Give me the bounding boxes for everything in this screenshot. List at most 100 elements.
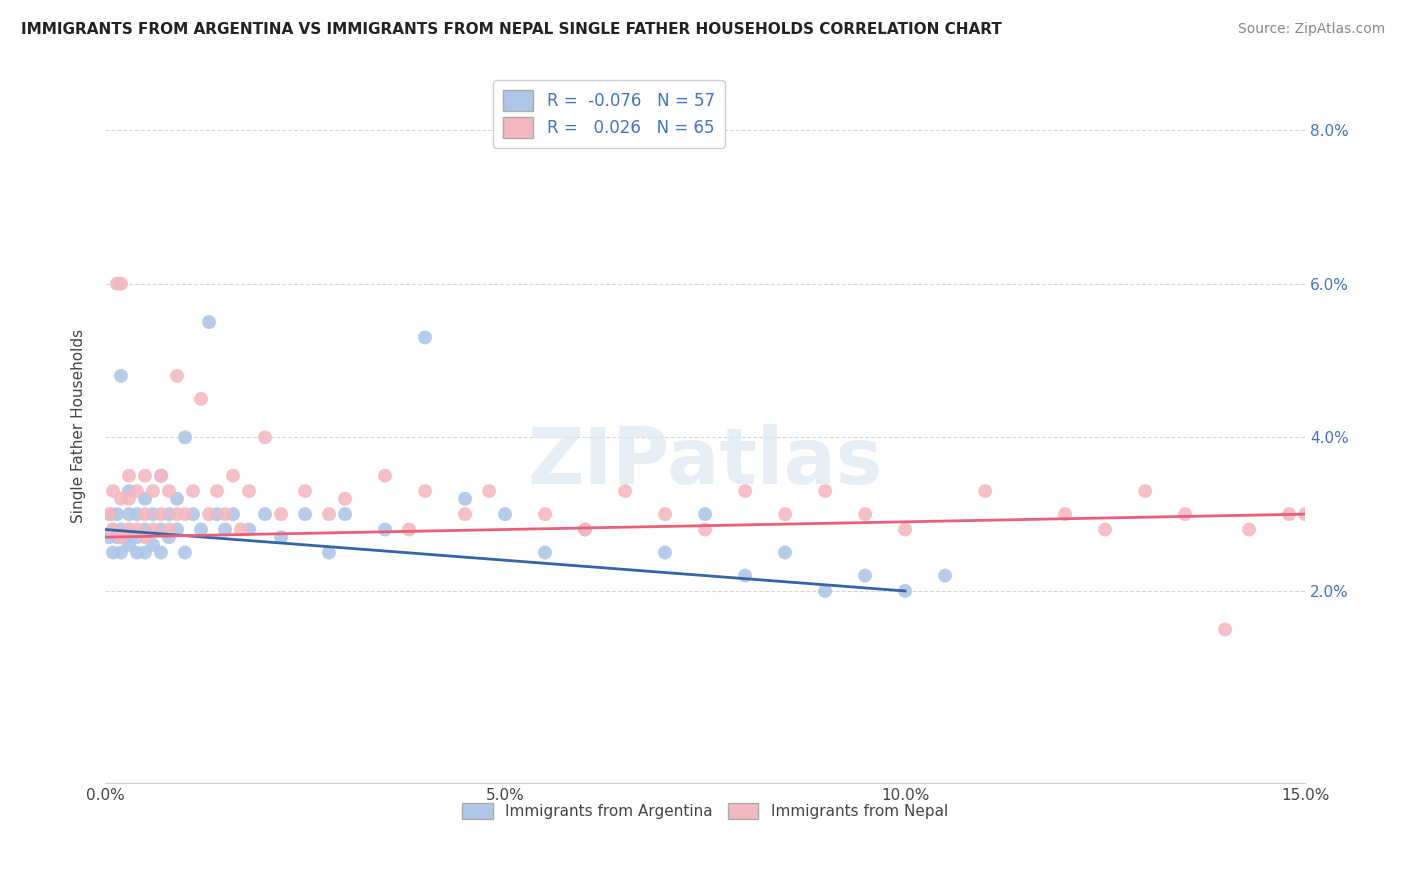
Point xyxy=(174,545,197,559)
Point xyxy=(134,530,156,544)
Point xyxy=(1174,507,1197,521)
Point xyxy=(814,484,837,499)
Point xyxy=(166,507,188,521)
Point xyxy=(157,523,180,537)
Point xyxy=(118,491,141,506)
Point xyxy=(150,468,173,483)
Point xyxy=(134,507,156,521)
Point xyxy=(934,568,956,582)
Point xyxy=(142,538,165,552)
Point xyxy=(454,507,477,521)
Point xyxy=(125,530,148,544)
Point xyxy=(142,484,165,499)
Point xyxy=(413,330,436,344)
Point xyxy=(494,507,516,521)
Point xyxy=(574,523,596,537)
Point xyxy=(214,523,236,537)
Point xyxy=(134,523,156,537)
Point xyxy=(294,484,316,499)
Point xyxy=(1358,507,1381,521)
Point xyxy=(166,523,188,537)
Point xyxy=(398,523,420,537)
Point xyxy=(1237,523,1260,537)
Point xyxy=(270,507,292,521)
Point xyxy=(174,430,197,444)
Point xyxy=(734,484,756,499)
Point xyxy=(478,484,501,499)
Point xyxy=(110,368,132,383)
Point xyxy=(166,491,188,506)
Point xyxy=(174,507,197,521)
Point xyxy=(1334,623,1357,637)
Point xyxy=(734,568,756,582)
Point xyxy=(181,507,204,521)
Point xyxy=(814,584,837,599)
Point xyxy=(413,484,436,499)
Point xyxy=(118,507,141,521)
Point xyxy=(118,468,141,483)
Point xyxy=(333,507,356,521)
Point xyxy=(198,315,221,329)
Point xyxy=(1133,484,1156,499)
Point xyxy=(238,484,260,499)
Point xyxy=(198,507,221,521)
Point xyxy=(118,484,141,499)
Point xyxy=(157,530,180,544)
Point xyxy=(105,507,128,521)
Point xyxy=(150,507,173,521)
Point xyxy=(134,545,156,559)
Text: Source: ZipAtlas.com: Source: ZipAtlas.com xyxy=(1237,22,1385,37)
Point xyxy=(110,491,132,506)
Point xyxy=(125,507,148,521)
Point xyxy=(110,545,132,559)
Point xyxy=(101,523,124,537)
Point xyxy=(190,392,212,406)
Point xyxy=(1094,523,1116,537)
Point xyxy=(894,584,917,599)
Point xyxy=(773,545,796,559)
Point xyxy=(894,523,917,537)
Point xyxy=(118,523,141,537)
Point xyxy=(125,545,148,559)
Point xyxy=(1310,484,1333,499)
Point xyxy=(157,484,180,499)
Point xyxy=(693,523,716,537)
Point xyxy=(142,507,165,521)
Point xyxy=(205,484,228,499)
Point xyxy=(101,523,124,537)
Point xyxy=(333,491,356,506)
Point xyxy=(110,277,132,291)
Point xyxy=(98,530,121,544)
Point xyxy=(105,530,128,544)
Point xyxy=(693,507,716,521)
Point xyxy=(374,523,396,537)
Point xyxy=(773,507,796,521)
Point xyxy=(166,368,188,383)
Point xyxy=(654,507,676,521)
Point xyxy=(1054,507,1077,521)
Point xyxy=(454,491,477,506)
Point xyxy=(222,507,245,521)
Point xyxy=(614,484,637,499)
Point xyxy=(270,530,292,544)
Point xyxy=(1213,623,1236,637)
Point xyxy=(1374,507,1396,521)
Point xyxy=(253,430,276,444)
Point xyxy=(853,507,876,521)
Point xyxy=(654,545,676,559)
Point xyxy=(150,523,173,537)
Point xyxy=(134,468,156,483)
Point xyxy=(110,530,132,544)
Point xyxy=(214,507,236,521)
Point xyxy=(157,507,180,521)
Point xyxy=(150,468,173,483)
Point xyxy=(150,545,173,559)
Point xyxy=(181,484,204,499)
Point xyxy=(238,523,260,537)
Point xyxy=(534,545,557,559)
Point xyxy=(574,523,596,537)
Point xyxy=(1278,507,1301,521)
Point xyxy=(253,507,276,521)
Point xyxy=(110,523,132,537)
Point xyxy=(190,523,212,537)
